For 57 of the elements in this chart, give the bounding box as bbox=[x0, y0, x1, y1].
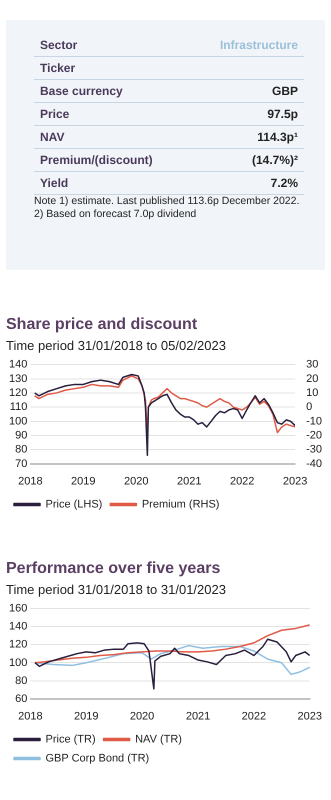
y-tick-label: 120 bbox=[8, 638, 28, 651]
x-tick-label: 2022 bbox=[230, 475, 254, 488]
category-label: Sector bbox=[34, 34, 191, 56]
y-tick-label: 100 bbox=[8, 415, 28, 428]
y-tick-label: 110 bbox=[10, 401, 28, 414]
x-tick-label: 2020 bbox=[124, 475, 148, 488]
x-tick-label: 2021 bbox=[186, 710, 210, 722]
chart-title: Performance over five years bbox=[6, 560, 222, 578]
x-tick-label: 2018 bbox=[18, 475, 43, 488]
text: Infrastructure bbox=[220, 38, 298, 52]
text: (14.7%)² bbox=[252, 153, 298, 167]
y-tick-label: 80 bbox=[15, 444, 28, 456]
y2-tick-label: 10 bbox=[306, 386, 318, 399]
x-tick-label: 2019 bbox=[74, 710, 98, 722]
y2-tick-label: 30 bbox=[306, 358, 318, 371]
y2-tick-label: -10 bbox=[306, 415, 322, 428]
text: 97.5p bbox=[267, 107, 298, 121]
x-tick-label: 2019 bbox=[71, 475, 96, 488]
x-tick-label: 2022 bbox=[242, 710, 266, 722]
y-tick-label: 160 bbox=[8, 602, 28, 615]
y-tick-label: 100 bbox=[8, 656, 28, 669]
y2-tick-label: -20 bbox=[306, 429, 322, 442]
y-tick-label: 70 bbox=[15, 458, 28, 470]
legend-label: Premium (RHS) bbox=[142, 498, 220, 511]
chart-title: Share price and discount bbox=[6, 316, 198, 334]
y-tick-label: 60 bbox=[15, 692, 28, 705]
category-label: Premium/(discount) bbox=[34, 148, 191, 172]
category-label: Price bbox=[34, 102, 191, 126]
y-tick-label: 140 bbox=[8, 358, 28, 371]
text: Note 1) estimate. Last published 113.6p December 2022. 2) Based on forecast 7.0p dividend bbox=[34, 195, 300, 221]
y-tick-label: 90 bbox=[15, 429, 28, 442]
x-tick-label: 2023 bbox=[298, 710, 322, 722]
x-tick-label: 2021 bbox=[177, 475, 202, 488]
text: 114.3p¹ bbox=[257, 130, 298, 144]
category-label: Yield bbox=[34, 172, 191, 194]
text: GBP bbox=[272, 84, 298, 98]
chart-subtitle: Time period 31/01/2018 to 31/01/2023 bbox=[6, 582, 227, 597]
x-tick-label: 2023 bbox=[282, 475, 308, 488]
legend-label: Price (LHS) bbox=[46, 498, 102, 511]
y-tick-label: 80 bbox=[15, 674, 28, 687]
category-label: Base currency bbox=[34, 80, 191, 102]
y2-tick-label: 0 bbox=[306, 401, 312, 414]
y2-tick-label: 20 bbox=[306, 372, 318, 385]
legend-label: GBP Corp Bond (TR) bbox=[46, 752, 150, 765]
y-tick-label: 130 bbox=[8, 372, 28, 385]
y-tick-label: 140 bbox=[8, 620, 28, 633]
y-tick-label: 120 bbox=[8, 386, 28, 399]
category-label: NAV bbox=[34, 126, 191, 148]
category-label: Ticker bbox=[34, 56, 191, 80]
legend-label: Price (TR) bbox=[46, 734, 96, 746]
y2-tick-label: -30 bbox=[306, 444, 322, 456]
legend-label: NAV (TR) bbox=[135, 734, 182, 746]
x-tick-label: 2020 bbox=[130, 710, 154, 722]
chart-subtitle: Time period 31/01/2018 to 05/02/2023 bbox=[6, 338, 227, 353]
text: 7.2% bbox=[270, 176, 298, 190]
x-tick-label: 2018 bbox=[18, 710, 43, 722]
y2-tick-label: -40 bbox=[306, 458, 322, 470]
